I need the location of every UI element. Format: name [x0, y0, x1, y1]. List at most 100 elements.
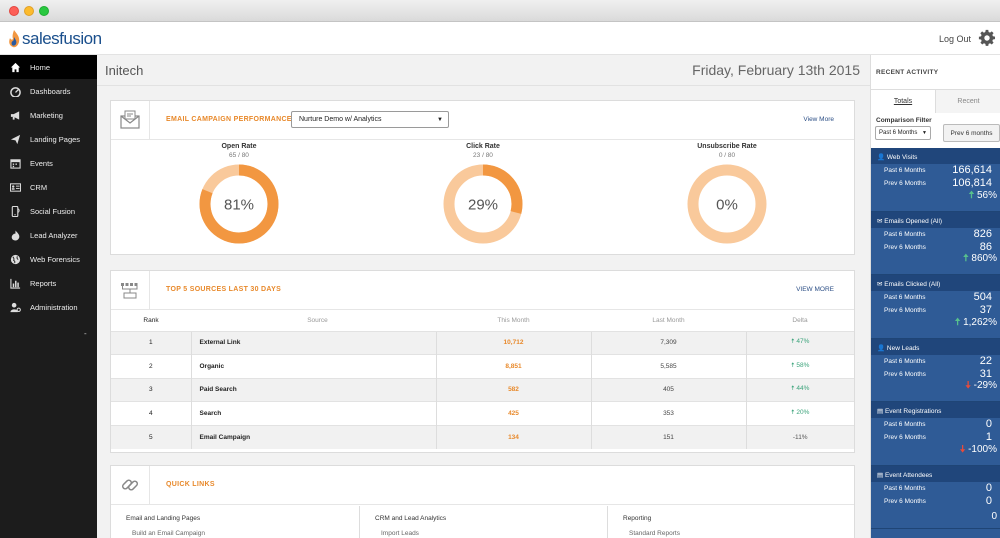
sidebar-item-label: Landing Pages: [30, 134, 81, 144]
stat-new-leads[interactable]: 👤 New Leads Past 6 Months 22 Prev 6 Month…: [871, 338, 1000, 402]
logout-link[interactable]: Log Out: [938, 34, 971, 44]
comparison-filter-label: Comparison Filter: [876, 117, 932, 124]
comparison-period-select[interactable]: Past 6 Months ▼: [875, 126, 931, 140]
gauge-title: Open Rate: [221, 143, 257, 150]
stat-row-past: Past 6 Months 22: [871, 355, 1000, 368]
gauge-title: Click Rate: [466, 143, 500, 150]
campaign-select[interactable]: Nurture Demo w/ Analytics ▼: [291, 111, 449, 128]
table-row[interactable]: 4 Search 425 353 🠅 20%: [111, 401, 854, 425]
quick-link[interactable]: Build an Email Campaign: [132, 530, 205, 537]
column-header-rank[interactable]: Rank: [143, 316, 159, 324]
stat-title: Web Visits: [886, 154, 918, 161]
stat-header: ✉ Emails Opened (All): [871, 211, 1000, 228]
tab-totals[interactable]: Totals: [871, 90, 936, 113]
user-icon: 👤: [877, 154, 886, 161]
panel-title: TOP 5 SOURCES LAST 30 DAYS: [166, 286, 282, 293]
view-more-link[interactable]: View More: [803, 116, 834, 123]
document-icon: ▤: [877, 471, 884, 479]
window-titlebar: [0, 0, 1000, 22]
user-icon: 👤: [877, 344, 886, 352]
source-cell: Organic: [190, 354, 436, 378]
column-header-delta[interactable]: Delta: [792, 316, 808, 324]
gauge-count: 23 / 80: [473, 152, 493, 159]
source-cell: Email Campaign: [190, 424, 436, 449]
stat-emails-clicked[interactable]: ✉ Emails Clicked (All) Past 6 Months 504 …: [871, 275, 1000, 339]
compare-period-button[interactable]: Prev 6 months: [943, 124, 1000, 142]
logo[interactable]: salesfusion: [8, 28, 102, 50]
delta-value: 20%: [796, 408, 810, 416]
open-rate-gauge: Open Rate 65 / 80 81%: [179, 143, 299, 246]
sidebar-item-events[interactable]: Events: [0, 151, 97, 175]
sidebar-item-marketing[interactable]: Marketing: [0, 103, 97, 127]
gauge-count: 0 / 80: [718, 152, 736, 159]
sidebar-collapse-toggle[interactable]: -: [84, 329, 87, 338]
delta-value: 58%: [796, 361, 810, 369]
envelope-icon: ✉: [877, 281, 883, 288]
view-more-link[interactable]: VIEW MORE: [796, 286, 834, 293]
table-row[interactable]: 5 Email Campaign 134 151 -11%: [111, 424, 854, 449]
maximize-window-button[interactable]: [39, 6, 49, 16]
panel-title: EMAIL CAMPAIGN PERFORMANCE: [166, 116, 292, 123]
stat-row-past: Past 6 Months 504: [871, 291, 1000, 304]
sidebar-item-reports[interactable]: Reports: [0, 271, 97, 295]
stat-row-past: Past 6 Months 0: [871, 482, 1000, 495]
stat-delta-value: 56%: [976, 189, 997, 201]
gear-icon[interactable]: [978, 29, 996, 47]
quick-link[interactable]: Import Leads: [381, 530, 419, 537]
stat-event-registrations[interactable]: ▤ Event Registrations Past 6 Months 0 Pre…: [871, 402, 1000, 466]
stat-value: 1: [985, 431, 992, 443]
stat-label: Past 6 Months: [884, 484, 926, 492]
source-cell: Search: [190, 401, 436, 425]
sources-table: Rank Source This Month Last Month Delta …: [111, 310, 854, 449]
sidebar-item-home[interactable]: Home: [0, 55, 97, 79]
stat-delta: 🠇 -100%: [960, 442, 997, 459]
stat-event-attendees[interactable]: ▤ Event Attendees Past 6 Months 0 Prev 6 …: [871, 465, 1000, 529]
stat-label: Prev 6 Months: [884, 307, 926, 314]
arrow-up-icon: 🠅: [963, 253, 969, 264]
inbox-tray-icon: [121, 283, 138, 299]
arrow-down-icon: 🠇: [965, 380, 971, 391]
last-month-cell: 405: [590, 377, 746, 402]
sidebar-item-web-forensics[interactable]: Web Forensics: [0, 247, 97, 271]
delta-cell: 🠅 44%: [745, 377, 854, 402]
sidebar-item-label: Administration: [30, 302, 78, 312]
column-header-source[interactable]: Source: [307, 316, 328, 324]
sidebar-item-crm[interactable]: CRM: [0, 175, 97, 199]
mobile-icon: [9, 205, 21, 217]
column-header-this-month[interactable]: This Month: [497, 316, 530, 324]
gauge-percent: 29%: [468, 197, 498, 214]
sidebar-item-administration[interactable]: Administration: [0, 295, 97, 319]
panel-header: QUICK LINKS: [111, 466, 854, 505]
arrow-up-icon: 🠅: [954, 316, 961, 328]
sidebar-item-landing-pages[interactable]: Landing Pages: [0, 127, 97, 151]
sidebar-item-label: Web Forensics: [30, 254, 80, 264]
quick-link[interactable]: Standard Reports: [629, 530, 680, 537]
quick-links-heading: Email and Landing Pages: [126, 515, 201, 522]
campaign-select-value: Nurture Demo w/ Analytics: [299, 116, 382, 123]
minimize-window-button[interactable]: [24, 6, 34, 16]
sidebar-item-lead-analyzer[interactable]: Lead Analyzer: [0, 223, 97, 247]
chevron-down-icon: ▼: [922, 130, 927, 136]
sidebar-item-social-fusion[interactable]: Social Fusion: [0, 199, 97, 223]
sidebar-item-dashboards[interactable]: Dashboards: [0, 79, 97, 103]
id-card-icon: [9, 181, 21, 193]
home-icon: [9, 61, 21, 73]
document-icon: ▤: [877, 408, 884, 415]
arrow-up-icon: 🠅: [791, 361, 795, 369]
last-month-cell: 7,309: [590, 330, 746, 355]
table-header-row: Rank Source This Month Last Month Delta: [111, 310, 854, 331]
stat-row-prev: Prev 6 Months 37: [871, 304, 1000, 317]
tab-recent[interactable]: Recent: [936, 90, 1000, 113]
last-month-cell: 5,585: [590, 354, 746, 378]
table-row[interactable]: 2 Organic 8,851 5,585 🠅 58%: [111, 354, 854, 378]
delta-value: 47%: [796, 338, 810, 346]
sidebar-item-label: CRM: [30, 182, 48, 192]
table-row[interactable]: 1 External Link 10,712 7,309 🠅 47%: [111, 330, 854, 355]
stat-title: Event Attendees: [884, 471, 933, 479]
table-row[interactable]: 3 Paid Search 582 405 🠅 44%: [111, 377, 854, 402]
close-window-button[interactable]: [9, 6, 19, 16]
stat-emails-opened[interactable]: ✉ Emails Opened (All) Past 6 Months 826 P…: [871, 211, 1000, 275]
column-header-last-month[interactable]: Last Month: [652, 316, 685, 324]
stat-web-visits[interactable]: 👤 Web Visits Past 6 Months 166,614 Prev 6…: [871, 148, 1000, 212]
delta-cell: 🠅 47%: [745, 330, 854, 355]
